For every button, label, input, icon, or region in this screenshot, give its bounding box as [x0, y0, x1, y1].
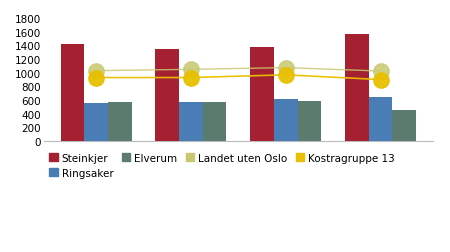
Bar [179, 102, 203, 142]
Bar [203, 102, 226, 142]
Legend: Steinkjer, Ringsaker, Elverum, Landet uten Oslo, Kostragruppe 13: Steinkjer, Ringsaker, Elverum, Landet ut… [49, 153, 395, 178]
Bar [155, 50, 179, 142]
Bar [108, 102, 132, 142]
Bar [345, 35, 369, 142]
Bar [392, 111, 416, 142]
Bar [369, 98, 392, 142]
Bar [61, 45, 84, 142]
Bar [84, 104, 108, 142]
Bar [250, 48, 274, 142]
Bar [274, 99, 297, 142]
Bar [297, 102, 321, 142]
